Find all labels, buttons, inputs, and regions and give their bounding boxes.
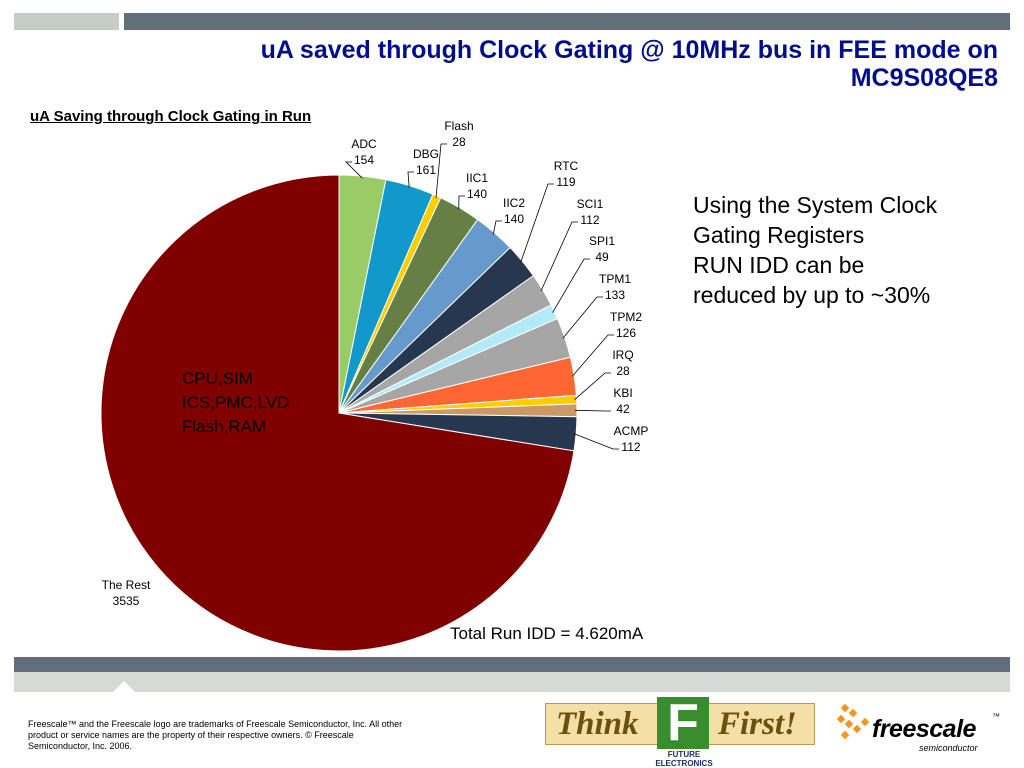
leader-line-tpm2 [571,334,614,377]
pie-slice-the-rest [100,174,575,652]
rest-inner-label: CPU,SIM ICS,PMC,LVD Flash,RAM [182,367,289,439]
slice-label-tpm1: TPM1 [599,272,631,286]
slice-value-adc: 154 [354,153,374,167]
leader-line-kbi [574,409,611,412]
slice-value-iic1: 140 [467,187,487,201]
header-bar-dark [124,13,1010,30]
slice-value-irq: 28 [616,364,630,378]
slice-value-rtc: 119 [556,175,575,189]
side-note-line1: Using the System Clock [693,192,938,218]
slice-label-adc: ADC [351,137,377,151]
slice-value-flash: 28 [452,135,466,149]
side-note-line3: RUN IDD can be [693,252,865,278]
slice-label-the-rest: The Rest [102,578,151,592]
leader-line-dbg [407,171,414,188]
slice-value-dbg: 161 [416,163,436,177]
leader-line-sci1 [540,221,578,292]
leader-line-adc [345,161,363,179]
side-note: Using the System Clock Gating Registers … [693,190,937,310]
leader-line-spi1 [552,258,590,313]
header-bar-light [14,13,119,30]
leader-line-iic1 [458,195,465,210]
future-f-letter: F [667,694,699,752]
slice-label-acmp: ACMP [614,424,649,438]
slice-value-tpm2: 126 [616,326,636,340]
total-run-idd: Total Run IDD = 4.620mA [450,624,644,643]
slide-title-line2: MC9S08QE8 [850,64,998,92]
freescale-diamonds-icon [836,703,870,740]
think-word: Think [556,706,639,742]
slice-label-flash: Flash [444,119,473,133]
footer-notch [113,681,135,692]
slice-label-spi1: SPI1 [589,234,615,248]
future-electronics-text: FUTURE ELECTRONICS [655,750,713,768]
footer-bar-light [14,672,1010,692]
slice-label-rtc: RTC [554,159,579,173]
slice-value-the-rest: 3535 [113,594,140,608]
freescale-sub: semiconductor [919,743,978,753]
electronics-text: ELECTRONICS [655,759,713,768]
future-text: FUTURE [667,750,701,759]
freescale-wordmark: freescale [872,715,976,743]
slice-label-iic1: IIC1 [466,171,488,185]
future-f-logo: F [657,694,709,752]
side-note-line2: Gating Registers [693,222,865,248]
chart-title: uA Saving through Clock Gating in Run [30,108,312,125]
leader-line-flash [435,143,447,198]
slice-value-tpm1: 133 [605,288,625,302]
slice-label-dbg: DBG [413,147,439,161]
rest-inner-label-line1: CPU,SIM [182,369,253,388]
slice-value-acmp: 112 [621,440,640,454]
leader-line-iic2 [492,220,502,235]
freescale-tm: ™ [992,712,1000,721]
freescale-logo-mark [836,703,870,740]
first-word: First! [718,706,797,742]
slice-value-sci1: 112 [580,213,599,227]
footer-bar-dark [14,657,1010,672]
footer-trademark-text: Freescale™ and the Freescale logo are tr… [28,719,403,751]
leader-line-acmp [573,433,619,450]
rest-inner-label-line3: Flash,RAM [182,417,267,436]
slice-label-sci1: SCI1 [577,197,604,211]
leader-line-irq [574,372,611,401]
rest-inner-label-line2: ICS,PMC,LVD [182,393,290,412]
slice-label-tpm2: TPM2 [610,310,642,324]
slice-value-kbi: 42 [616,402,630,416]
slice-value-iic2: 140 [504,212,524,226]
leader-line-tpm1 [562,296,603,339]
slice-label-irq: IRQ [612,348,633,362]
slice-value-spi1: 49 [595,250,609,264]
slice-label-iic2: IIC2 [503,196,525,210]
leader-line-rtc [520,183,554,263]
slide-title: uA saved through Clock Gating @ 10MHz bu… [98,36,998,92]
side-note-line4: reduced by up to ~30% [693,282,931,308]
slice-label-kbi: KBI [613,386,632,400]
slide-title-line1: uA saved through Clock Gating @ 10MHz bu… [260,36,998,64]
